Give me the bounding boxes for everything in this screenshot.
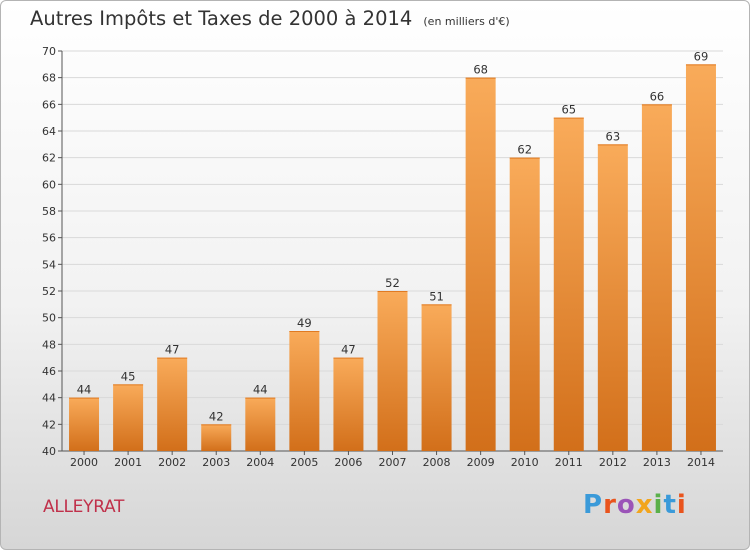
x-tick-label-2001: 2001 (114, 456, 142, 469)
logo-letter: P (583, 490, 604, 520)
y-tick-label: 48 (42, 338, 56, 351)
bar-2008 (421, 304, 452, 451)
bar-2001 (113, 384, 144, 451)
x-tick-label-2006: 2006 (334, 456, 362, 469)
bar-2013 (641, 104, 672, 451)
logo-letter: i (676, 490, 687, 520)
x-tick-label-2008: 2008 (423, 456, 451, 469)
x-tick-label-2002: 2002 (158, 456, 186, 469)
y-tick-label: 42 (42, 418, 56, 431)
data-label-2007: 52 (385, 276, 400, 290)
bar-2003 (201, 424, 232, 451)
logo-letter: t (663, 490, 677, 520)
y-tick-label: 50 (42, 312, 56, 325)
logo-letter: x (635, 490, 654, 520)
x-tick-label-2012: 2012 (599, 456, 627, 469)
bar-2012 (597, 144, 628, 452)
y-tick-label: 46 (42, 365, 56, 378)
proxiti-logo: Proxiti (583, 490, 687, 520)
bar-2007 (377, 291, 408, 451)
x-tick-label-2010: 2010 (511, 456, 539, 469)
y-tick-label: 66 (42, 98, 56, 111)
x-tick-label-2004: 2004 (246, 456, 274, 469)
y-tick-label: 54 (42, 258, 56, 271)
bar-2014 (685, 64, 716, 452)
x-tick-label-2013: 2013 (643, 456, 671, 469)
data-label-2008: 51 (429, 289, 444, 303)
bar-2002 (157, 357, 188, 451)
chart-title-main: Autres Impôts et Taxes de 2000 à 2014 (30, 7, 413, 30)
x-tick-label-2011: 2011 (555, 456, 583, 469)
y-tick-label: 70 (42, 45, 56, 58)
data-label-2003: 42 (209, 409, 224, 423)
bar-2006 (333, 357, 364, 451)
y-tick-label: 68 (42, 72, 56, 85)
x-tick-label-2007: 2007 (379, 456, 407, 469)
y-tick-label: 40 (42, 445, 56, 458)
bar-2011 (553, 117, 584, 452)
commune-name: ALLEYRAT (43, 497, 125, 517)
chart-title-unit: (en milliers d'€) (423, 15, 510, 28)
data-label-2004: 44 (253, 383, 268, 397)
data-label-2010: 62 (517, 143, 532, 157)
chart-title: Autres Impôts et Taxes de 2000 à 2014 (e… (30, 7, 510, 30)
bar-2010 (509, 157, 540, 451)
bar-2000 (69, 397, 100, 451)
y-tick-label: 62 (42, 152, 56, 165)
data-label-2012: 63 (606, 129, 621, 143)
x-tick-label-2000: 2000 (70, 456, 98, 469)
y-tick-label: 44 (42, 392, 56, 405)
y-tick-label: 64 (42, 125, 56, 138)
y-tick-label: 56 (42, 232, 56, 245)
x-tick-label-2014: 2014 (687, 456, 715, 469)
data-label-2002: 47 (165, 343, 180, 357)
logo-letter: i (653, 490, 664, 520)
data-label-2014: 69 (694, 49, 709, 63)
y-tick-label: 60 (42, 178, 56, 191)
y-tick-label: 52 (42, 285, 56, 298)
x-tick-label-2005: 2005 (290, 456, 318, 469)
y-tick-label: 58 (42, 205, 56, 218)
data-label-2000: 44 (77, 383, 92, 397)
data-label-2006: 47 (341, 343, 356, 357)
logo-letter: r (603, 490, 617, 520)
data-label-2005: 49 (297, 316, 312, 330)
bar-2005 (289, 331, 320, 451)
x-tick-label-2009: 2009 (467, 456, 495, 469)
data-label-2013: 66 (650, 89, 665, 103)
logo-letter: o (616, 490, 636, 520)
bar-2009 (465, 77, 496, 452)
bar-2004 (245, 397, 276, 451)
data-label-2001: 45 (121, 369, 136, 383)
x-tick-label-2003: 2003 (202, 456, 230, 469)
data-label-2011: 65 (561, 103, 576, 117)
data-label-2009: 68 (473, 63, 488, 77)
